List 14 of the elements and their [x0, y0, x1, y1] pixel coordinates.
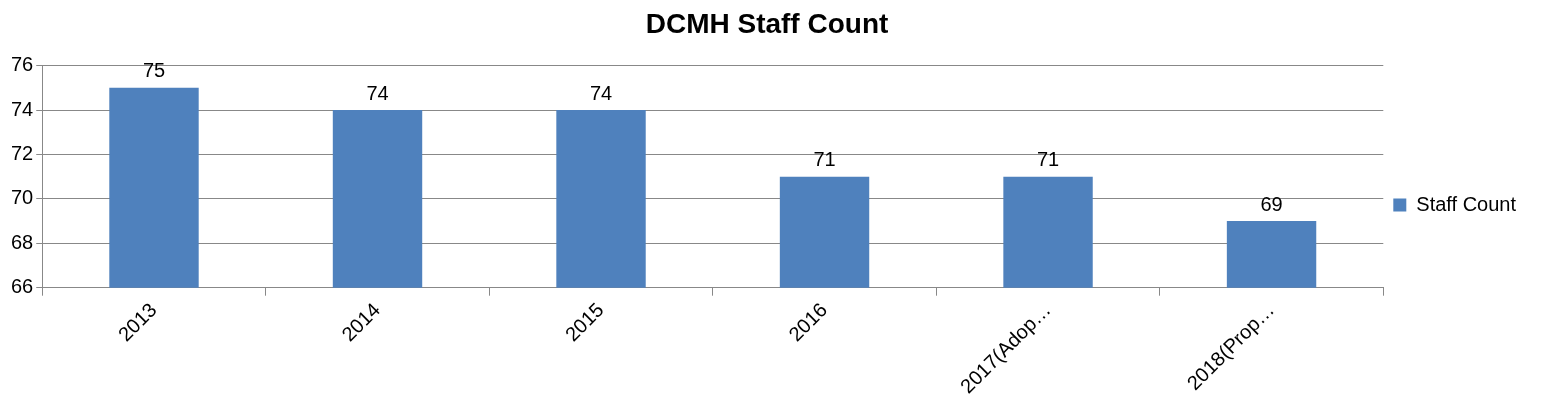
y-tick-label: 70 — [11, 186, 34, 209]
y-tick-label: 66 — [11, 275, 34, 298]
legend-label: Staff Count — [1416, 192, 1517, 215]
data-label: 74 — [366, 81, 389, 104]
chart-title: DCMH Staff Count — [645, 7, 889, 39]
data-label: 75 — [142, 59, 166, 82]
y-tick-label: 74 — [11, 97, 34, 120]
data-label: 69 — [1260, 192, 1283, 215]
y-tick-label: 76 — [11, 53, 34, 76]
data-label: 71 — [1036, 148, 1060, 171]
y-tick-label: 68 — [11, 230, 34, 253]
y-tick-label: 72 — [11, 141, 34, 164]
data-label: 74 — [589, 81, 613, 104]
data-label: 71 — [813, 148, 836, 171]
